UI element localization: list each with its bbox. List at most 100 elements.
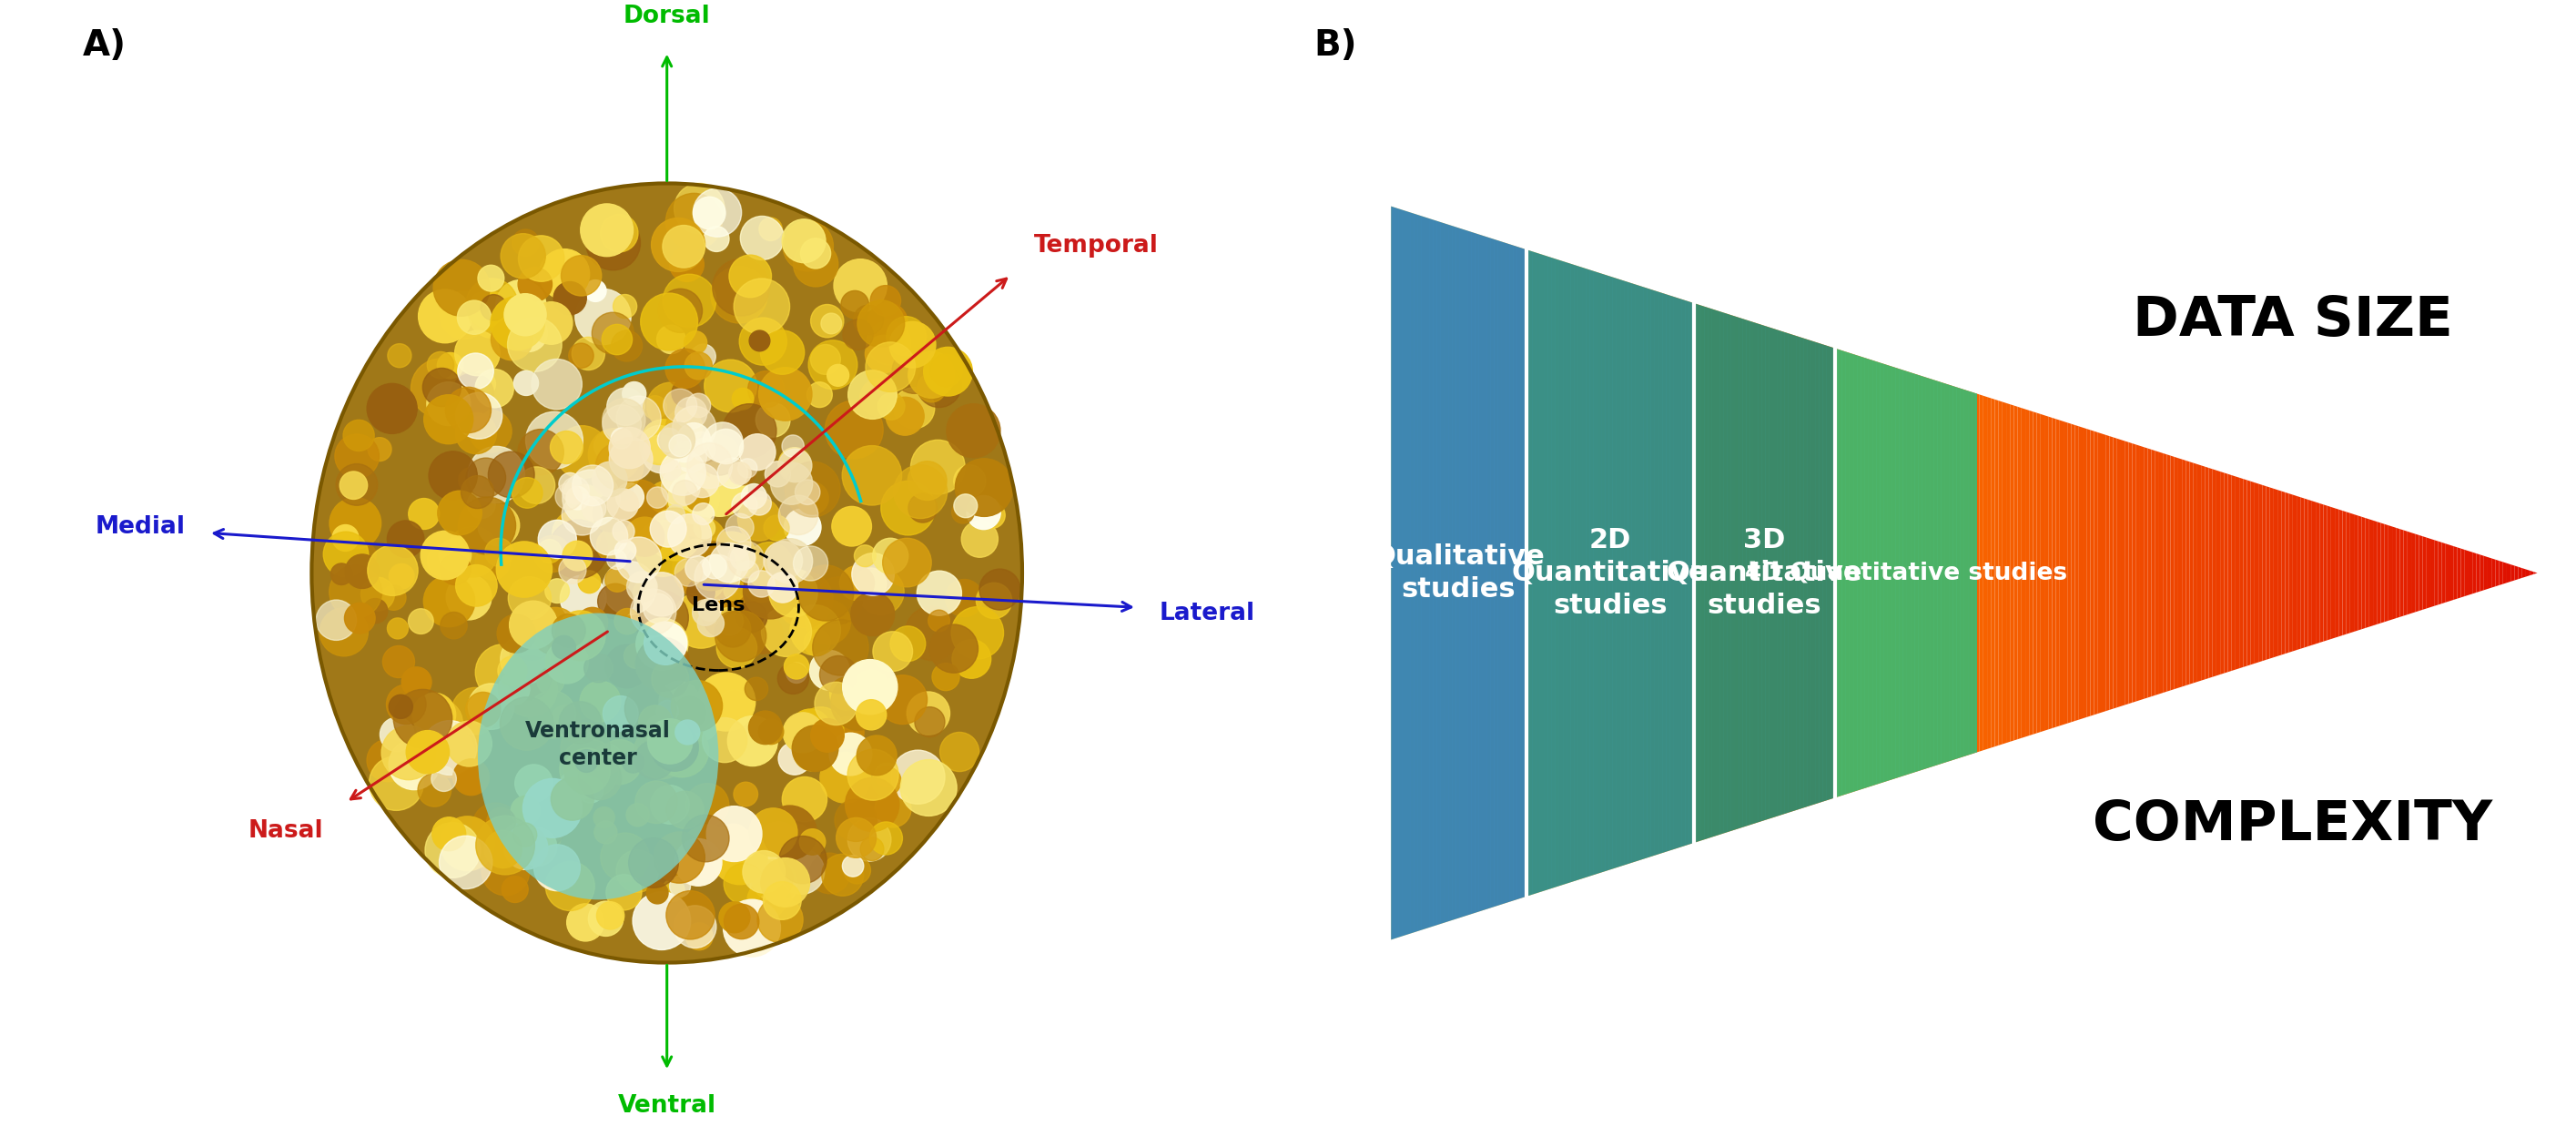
- Circle shape: [760, 368, 811, 421]
- Circle shape: [510, 796, 541, 825]
- Polygon shape: [2076, 425, 2079, 721]
- Circle shape: [538, 249, 590, 299]
- Circle shape: [652, 390, 696, 432]
- Polygon shape: [1801, 337, 1803, 809]
- Circle shape: [595, 442, 644, 490]
- Circle shape: [855, 700, 886, 730]
- Circle shape: [868, 303, 907, 343]
- Circle shape: [580, 681, 621, 722]
- Polygon shape: [1558, 260, 1564, 886]
- Circle shape: [979, 568, 1020, 610]
- Polygon shape: [1860, 356, 1865, 790]
- Circle shape: [456, 392, 502, 439]
- Circle shape: [659, 681, 701, 722]
- Circle shape: [747, 571, 775, 597]
- Circle shape: [917, 374, 945, 402]
- Circle shape: [417, 290, 471, 343]
- Polygon shape: [2166, 455, 2172, 691]
- Polygon shape: [1749, 321, 1754, 825]
- Circle shape: [654, 723, 708, 777]
- Polygon shape: [1589, 269, 1595, 877]
- Circle shape: [502, 877, 528, 903]
- Circle shape: [912, 440, 966, 494]
- Circle shape: [860, 378, 899, 416]
- Circle shape: [685, 923, 714, 950]
- Circle shape: [652, 723, 698, 771]
- Circle shape: [693, 438, 716, 462]
- Circle shape: [706, 806, 762, 862]
- Polygon shape: [2156, 450, 2159, 696]
- Circle shape: [703, 555, 726, 579]
- Polygon shape: [1816, 342, 1819, 804]
- Polygon shape: [1953, 386, 1958, 760]
- Circle shape: [608, 387, 644, 425]
- Circle shape: [510, 601, 556, 649]
- Circle shape: [806, 599, 850, 644]
- Polygon shape: [1721, 312, 1723, 834]
- Circle shape: [951, 501, 974, 524]
- Circle shape: [657, 325, 685, 354]
- Circle shape: [644, 395, 667, 419]
- Circle shape: [659, 289, 703, 332]
- Circle shape: [750, 860, 799, 908]
- Polygon shape: [2190, 462, 2192, 684]
- Circle shape: [585, 215, 641, 270]
- Circle shape: [598, 583, 634, 619]
- Circle shape: [605, 644, 649, 688]
- Circle shape: [853, 670, 889, 706]
- Circle shape: [526, 818, 562, 854]
- Circle shape: [425, 728, 474, 778]
- Circle shape: [381, 717, 415, 752]
- Polygon shape: [2251, 481, 2254, 665]
- Circle shape: [811, 620, 868, 675]
- Polygon shape: [1391, 206, 1394, 940]
- Polygon shape: [2460, 549, 2465, 597]
- Circle shape: [629, 838, 677, 888]
- Polygon shape: [1777, 330, 1780, 816]
- Circle shape: [592, 313, 634, 354]
- Circle shape: [564, 748, 611, 794]
- Circle shape: [556, 484, 582, 510]
- Polygon shape: [1896, 368, 1899, 778]
- Circle shape: [708, 429, 744, 464]
- Circle shape: [783, 777, 827, 822]
- Polygon shape: [1754, 322, 1757, 824]
- Circle shape: [598, 739, 641, 784]
- Circle shape: [783, 509, 822, 545]
- Circle shape: [701, 590, 750, 638]
- Circle shape: [667, 515, 711, 558]
- Circle shape: [762, 541, 804, 580]
- Polygon shape: [1566, 262, 1571, 884]
- Polygon shape: [1832, 347, 1834, 799]
- Circle shape: [613, 520, 634, 542]
- Circle shape: [729, 462, 752, 485]
- Polygon shape: [1888, 366, 1891, 780]
- Polygon shape: [2385, 524, 2388, 622]
- Circle shape: [858, 300, 904, 347]
- Circle shape: [811, 719, 845, 752]
- Circle shape: [507, 317, 562, 371]
- Circle shape: [755, 402, 791, 437]
- Polygon shape: [1757, 323, 1762, 823]
- Text: Nasal: Nasal: [247, 819, 322, 843]
- Circle shape: [778, 849, 824, 894]
- Circle shape: [768, 572, 799, 603]
- Circle shape: [956, 458, 1012, 517]
- Circle shape: [567, 485, 605, 523]
- Circle shape: [502, 661, 556, 716]
- Polygon shape: [1700, 305, 1705, 841]
- Circle shape: [636, 637, 690, 691]
- Circle shape: [587, 901, 623, 936]
- Circle shape: [652, 785, 690, 824]
- Polygon shape: [2102, 433, 2105, 713]
- Circle shape: [641, 434, 680, 473]
- Polygon shape: [2179, 458, 2182, 688]
- Text: B): B): [1314, 29, 1358, 63]
- Circle shape: [531, 359, 582, 409]
- Polygon shape: [2239, 478, 2244, 668]
- Circle shape: [459, 353, 495, 390]
- Circle shape: [685, 464, 719, 497]
- Polygon shape: [1432, 220, 1437, 926]
- Circle shape: [600, 214, 639, 252]
- Polygon shape: [1765, 327, 1770, 819]
